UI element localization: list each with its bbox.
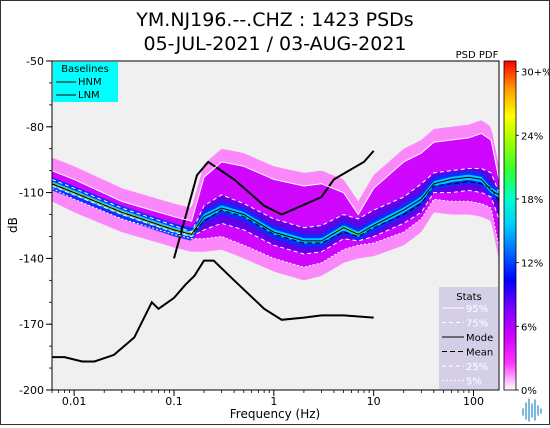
plot-frame [51,60,500,391]
y-tick-label: -110 [19,187,44,200]
x-tick-label: 10 [367,395,381,408]
colorbar-tick-label: 30+% [521,68,549,79]
noise-models [52,150,375,363]
stat-line-75pct [52,168,499,233]
stats-legend-label: 75% [466,319,488,330]
stats-legend-title: Stats [456,292,482,303]
stats-legend-label: 5% [466,377,482,388]
statistics-curves [52,132,499,268]
x-axis-ticks: 0.01 0.1 1 10 100 [51,390,484,408]
y-axis-label: dB [6,217,20,233]
stats-legend: Stats 95% 75% Mode Mean 25% 5% [439,287,498,389]
baselines-legend-title: Baselines [61,64,109,75]
stats-legend-label: Mode [466,333,493,344]
stat-line-5pct [52,187,499,268]
colorbar-tick-label: 0% [521,386,537,397]
y-tick-label: -50 [26,55,44,68]
x-tick-label: 1 [270,395,277,408]
seismograph-logo [522,398,542,422]
colorbar-tick-label: 6% [521,322,537,333]
hnm-line [173,150,375,259]
lnm-legend-label: LNM [78,90,100,101]
x-tick-label: 100 [463,395,484,408]
colorbar-ticks: 0% 6% 12% 18% 24% 30+% [516,68,550,397]
lnm-line [52,259,374,363]
x-axis-label: Frequency (Hz) [230,407,321,421]
stats-legend-label: Mean [466,348,493,359]
colorbar-tick-label: 12% [521,259,543,270]
y-tick-label: -80 [26,121,44,134]
x-tick-label: 0.01 [62,395,87,408]
x-tick-label: 0.1 [165,395,183,408]
colorbar-tick-label: 18% [521,195,543,206]
hnm-legend-label: HNM [78,77,102,88]
stats-legend-box [439,287,498,389]
chart-title-line-1: YM.NJ196.--.CHZ : 1423 PSDs [135,9,413,31]
y-tick-label: -170 [19,318,44,331]
stat-line-95pct [52,132,499,222]
density-5-95 [52,133,499,267]
y-tick-label: -200 [19,384,44,397]
colorbar-tick-label: 24% [521,131,543,142]
stats-legend-label: 25% [466,362,488,373]
baselines-legend: Baselines HNM LNM [53,62,118,102]
y-tick-label: -140 [19,252,44,265]
stats-legend-rows: 95% 75% Mode Mean 25% 5% [442,304,493,388]
stat-line-mean [52,181,499,244]
psd-pdf-label: PSD PDF [456,50,499,61]
stats-legend-label: 95% [466,304,488,315]
y-axis-ticks: -50 -80 -110 -140 -170 -200 [19,55,52,397]
colorbar [503,60,517,391]
chart-title-line-2: 05-JUL-2021 / 03-AUG-2021 [144,33,407,55]
